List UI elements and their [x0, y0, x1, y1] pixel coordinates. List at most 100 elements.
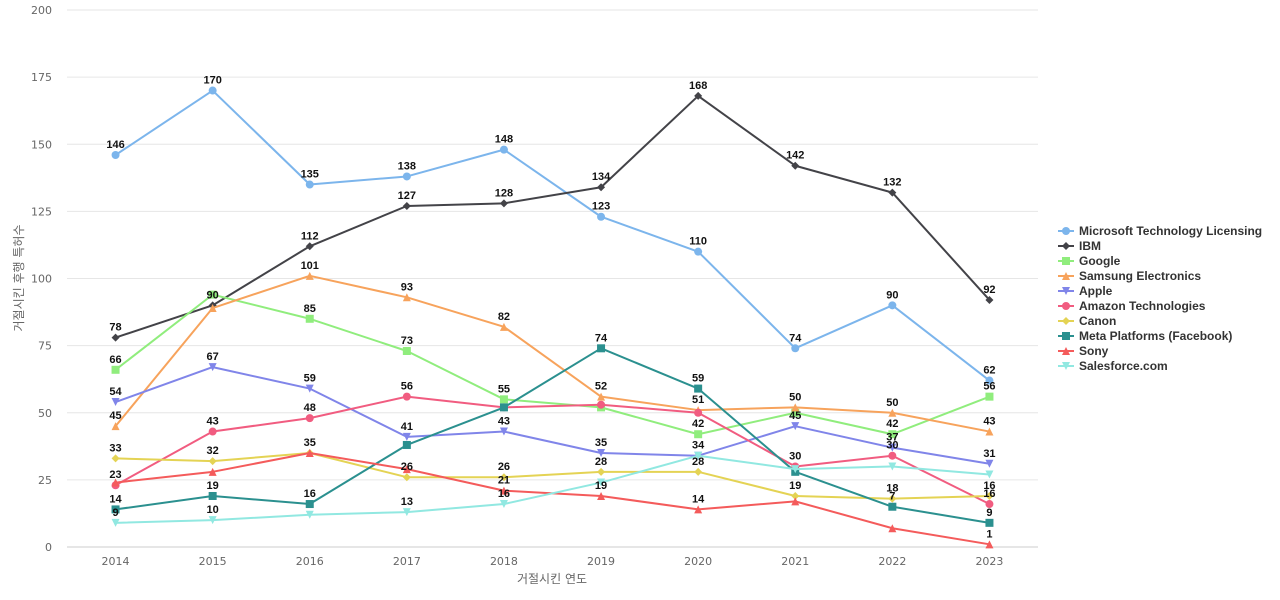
data-label: 41 — [401, 421, 413, 433]
legend-item[interactable]: Apple — [1058, 284, 1113, 298]
data-label: 92 — [983, 284, 995, 296]
data-point — [985, 295, 994, 304]
data-label: 110 — [689, 236, 707, 248]
series-6 — [111, 449, 994, 503]
legend-label: IBM — [1079, 239, 1101, 253]
data-label: 18 — [886, 483, 898, 495]
x-axis-title: 거절시킨 연도 — [517, 572, 587, 586]
legend-marker-icon — [1062, 332, 1070, 340]
legend-item[interactable]: IBM — [1058, 239, 1101, 253]
data-point — [305, 510, 314, 519]
legend-item[interactable]: Microsoft Technology Licensing — [1058, 224, 1262, 238]
grid-lines — [67, 9, 1038, 548]
data-label: 127 — [398, 190, 416, 202]
data-label: 128 — [495, 187, 513, 199]
data-label: 59 — [304, 373, 316, 385]
data-point — [694, 467, 703, 476]
data-label: 30 — [789, 450, 801, 462]
data-point — [402, 508, 411, 517]
data-point — [402, 473, 411, 482]
data-label: 31 — [983, 448, 995, 460]
data-label: 67 — [207, 351, 219, 363]
data-point — [597, 449, 606, 458]
legend-label: Apple — [1079, 284, 1113, 298]
data-point — [888, 188, 897, 197]
data-label: 66 — [109, 354, 121, 366]
data-label: 42 — [886, 418, 898, 430]
legend-marker-icon — [1062, 257, 1070, 265]
data-point — [694, 247, 703, 256]
y-tick-label: 50 — [38, 407, 52, 420]
x-tick-label: 2020 — [684, 555, 712, 568]
data-point — [208, 457, 217, 466]
data-point — [499, 322, 508, 331]
data-point — [111, 333, 120, 342]
data-label: 28 — [692, 456, 704, 468]
data-point — [499, 199, 508, 208]
data-point — [499, 395, 508, 404]
series-9 — [111, 451, 994, 527]
series-line — [115, 452, 990, 500]
legend-item[interactable]: Meta Platforms (Facebook) — [1058, 329, 1232, 343]
data-label: 101 — [301, 260, 319, 272]
data-label: 56 — [983, 381, 995, 393]
data-point — [888, 462, 897, 471]
data-point — [402, 202, 411, 211]
data-label: 148 — [495, 134, 513, 146]
data-label: 73 — [401, 335, 413, 347]
data-point — [305, 500, 314, 509]
data-label: 16 — [498, 488, 510, 500]
data-point — [985, 518, 994, 527]
data-label: 13 — [401, 496, 413, 508]
legend-marker-icon — [1062, 287, 1070, 295]
data-point — [597, 467, 606, 476]
legend-item[interactable]: Sony — [1058, 344, 1109, 358]
legend-item[interactable]: Canon — [1058, 314, 1116, 328]
data-label: 85 — [304, 303, 316, 315]
data-point — [597, 400, 606, 409]
data-label: 48 — [304, 402, 316, 414]
data-label: 16 — [983, 488, 995, 500]
data-label: 132 — [883, 177, 901, 189]
data-label: 43 — [983, 416, 995, 428]
data-label: 134 — [592, 171, 611, 183]
data-label: 93 — [401, 281, 413, 293]
data-point — [402, 172, 411, 181]
series-5 — [111, 392, 994, 509]
x-tick-label: 2022 — [878, 555, 906, 568]
data-point — [597, 183, 606, 192]
data-label: 21 — [498, 475, 510, 487]
series-line — [115, 395, 990, 505]
data-label: 56 — [401, 381, 413, 393]
series-layer — [111, 86, 994, 549]
data-label: 142 — [786, 150, 804, 162]
x-tick-label: 2023 — [975, 555, 1003, 568]
legend-item[interactable]: Samsung Electronics — [1058, 269, 1201, 283]
data-label: 43 — [498, 416, 510, 428]
y-axis-title: 거절시킨 후행 특허수 — [11, 225, 26, 332]
data-point — [694, 384, 703, 393]
legend-item[interactable]: Amazon Technologies — [1058, 299, 1206, 313]
data-point — [791, 491, 800, 500]
data-point — [305, 414, 314, 423]
legend-marker-icon — [1062, 227, 1070, 235]
legend-item[interactable]: Salesforce.com — [1058, 359, 1168, 373]
data-label: 62 — [983, 365, 995, 377]
data-point — [888, 408, 897, 417]
data-label: 51 — [692, 394, 704, 406]
x-axis-ticks: 2014 2015 2016 2017 2018 2019 2020 2021 2022 2023 — [102, 555, 1004, 568]
data-label: 26 — [401, 461, 413, 473]
data-point — [499, 427, 508, 436]
data-point — [597, 344, 606, 353]
x-tick-label: 2021 — [781, 555, 809, 568]
data-label: 74 — [595, 332, 608, 344]
legend-item[interactable]: Google — [1058, 254, 1121, 268]
series-line — [114, 89, 991, 382]
data-point — [499, 473, 508, 482]
data-point — [791, 408, 800, 417]
series-1 — [111, 91, 994, 342]
series-0 — [111, 86, 994, 385]
data-point — [402, 440, 411, 449]
y-tick-label: 100 — [31, 273, 52, 286]
